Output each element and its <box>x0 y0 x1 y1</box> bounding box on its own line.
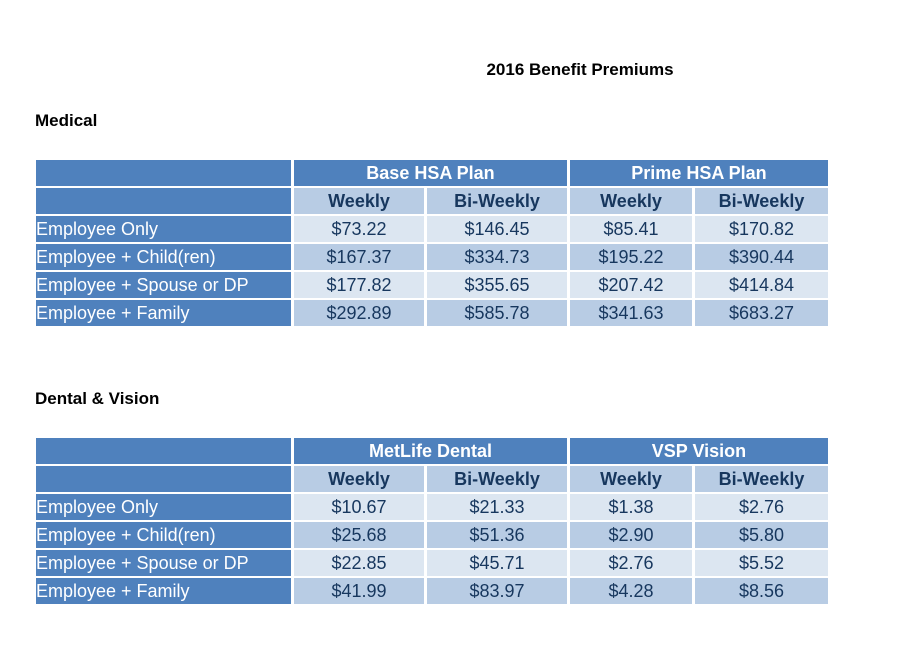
row-label: Employee Only <box>36 216 291 242</box>
row-label: Employee Only <box>36 494 291 520</box>
plan-header-row: MetLife Dental VSP Vision <box>36 438 828 464</box>
table-row: Employee + Child(ren) $25.68 $51.36 $2.9… <box>36 522 828 548</box>
column-header-weekly: Weekly <box>570 188 692 214</box>
premium-cell: $195.22 <box>570 244 692 270</box>
premium-cell: $341.63 <box>570 300 692 326</box>
premium-cell: $390.44 <box>695 244 828 270</box>
premium-cell: $146.45 <box>427 216 567 242</box>
table-row: Employee Only $73.22 $146.45 $85.41 $170… <box>36 216 828 242</box>
column-header-biweekly: Bi-Weekly <box>695 466 828 492</box>
row-label: Employee + Spouse or DP <box>36 272 291 298</box>
header-spacer <box>36 466 291 492</box>
premium-cell: $21.33 <box>427 494 567 520</box>
plan-header-base-hsa: Base HSA Plan <box>294 160 567 186</box>
row-label: Employee + Family <box>36 300 291 326</box>
premium-cell: $25.68 <box>294 522 424 548</box>
column-header-weekly: Weekly <box>294 466 424 492</box>
premium-cell: $292.89 <box>294 300 424 326</box>
premium-cell: $5.80 <box>695 522 828 548</box>
premium-cell: $8.56 <box>695 578 828 604</box>
premium-cell: $5.52 <box>695 550 828 576</box>
row-label: Employee + Child(ren) <box>36 244 291 270</box>
premium-cell: $167.37 <box>294 244 424 270</box>
table-row: Employee + Family $41.99 $83.97 $4.28 $8… <box>36 578 828 604</box>
premium-cell: $51.36 <box>427 522 567 548</box>
premium-cell: $2.90 <box>570 522 692 548</box>
premium-cell: $170.82 <box>695 216 828 242</box>
premium-cell: $10.67 <box>294 494 424 520</box>
page-title: 2016 Benefit Premiums <box>486 60 674 79</box>
dental-vision-heading: Dental & Vision <box>35 389 160 408</box>
premium-cell: $45.71 <box>427 550 567 576</box>
column-header-biweekly: Bi-Weekly <box>695 188 828 214</box>
header-spacer <box>36 188 291 214</box>
premium-cell: $4.28 <box>570 578 692 604</box>
plan-header-prime-hsa: Prime HSA Plan <box>570 160 828 186</box>
column-header-weekly: Weekly <box>570 466 692 492</box>
premium-cell: $585.78 <box>427 300 567 326</box>
premium-cell: $355.65 <box>427 272 567 298</box>
premium-cell: $177.82 <box>294 272 424 298</box>
premium-cell: $683.27 <box>695 300 828 326</box>
table-row: Employee + Child(ren) $167.37 $334.73 $1… <box>36 244 828 270</box>
column-header-biweekly: Bi-Weekly <box>427 188 567 214</box>
medical-heading: Medical <box>35 111 98 130</box>
premium-cell: $41.99 <box>294 578 424 604</box>
table-row: Employee + Spouse or DP $22.85 $45.71 $2… <box>36 550 828 576</box>
premium-cell: $22.85 <box>294 550 424 576</box>
premium-cell: $73.22 <box>294 216 424 242</box>
medical-premium-table: Base HSA Plan Prime HSA Plan Weekly Bi-W… <box>33 158 831 328</box>
row-label: Employee + Child(ren) <box>36 522 291 548</box>
premium-cell: $2.76 <box>570 550 692 576</box>
column-header-weekly: Weekly <box>294 188 424 214</box>
plan-header-metlife-dental: MetLife Dental <box>294 438 567 464</box>
premium-cell: $83.97 <box>427 578 567 604</box>
plan-header-vsp-vision: VSP Vision <box>570 438 828 464</box>
column-header-row: Weekly Bi-Weekly Weekly Bi-Weekly <box>36 188 828 214</box>
table-row: Employee Only $10.67 $21.33 $1.38 $2.76 <box>36 494 828 520</box>
row-label: Employee + Family <box>36 578 291 604</box>
premium-cell: $85.41 <box>570 216 692 242</box>
header-spacer <box>36 160 291 186</box>
dental-vision-premium-table: MetLife Dental VSP Vision Weekly Bi-Week… <box>33 436 831 606</box>
row-label: Employee + Spouse or DP <box>36 550 291 576</box>
column-header-biweekly: Bi-Weekly <box>427 466 567 492</box>
premium-cell: $207.42 <box>570 272 692 298</box>
table-row: Employee + Spouse or DP $177.82 $355.65 … <box>36 272 828 298</box>
plan-header-row: Base HSA Plan Prime HSA Plan <box>36 160 828 186</box>
header-spacer <box>36 438 291 464</box>
premium-cell: $1.38 <box>570 494 692 520</box>
premium-cell: $2.76 <box>695 494 828 520</box>
column-header-row: Weekly Bi-Weekly Weekly Bi-Weekly <box>36 466 828 492</box>
premium-cell: $334.73 <box>427 244 567 270</box>
table-row: Employee + Family $292.89 $585.78 $341.6… <box>36 300 828 326</box>
premium-cell: $414.84 <box>695 272 828 298</box>
